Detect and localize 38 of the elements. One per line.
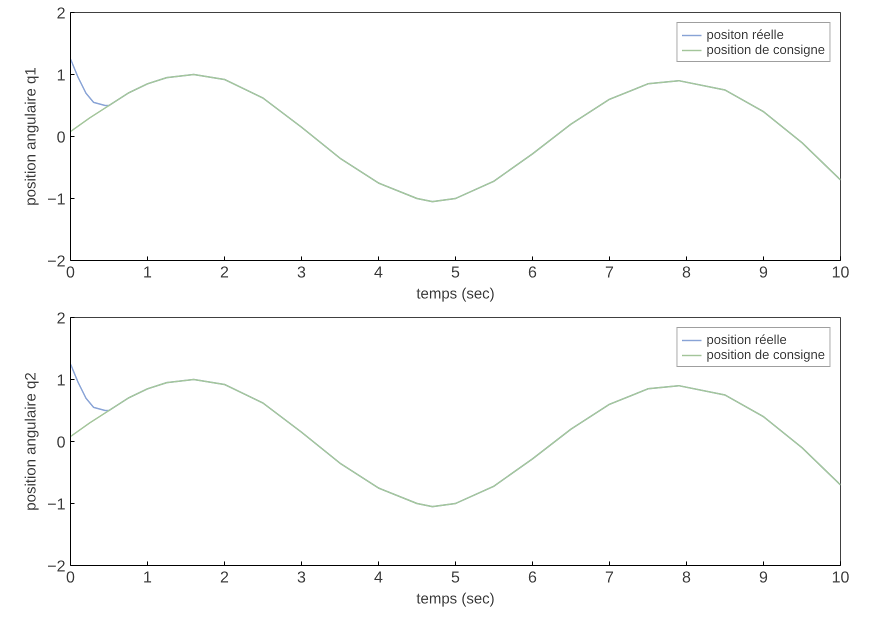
y-tick-label: 1 — [56, 68, 66, 84]
y-tick-label: 2 — [56, 6, 66, 22]
x-tick-label: 6 — [528, 570, 538, 586]
x-tick-label: 3 — [297, 570, 306, 586]
legend-label: position de consigne — [706, 347, 825, 362]
x-tick-label: 4 — [374, 264, 384, 282]
x-tick-label: 4 — [374, 570, 384, 586]
y-tick-label: −1 — [47, 496, 66, 514]
x-tick-label: 10 — [832, 264, 850, 282]
x-axis-title: temps (sec) — [416, 590, 495, 608]
x-tick-label: 9 — [759, 570, 768, 586]
y-tick-label: 1 — [56, 372, 66, 390]
x-tick-label: 5 — [451, 570, 460, 586]
x-tick-label: 8 — [682, 264, 692, 282]
legend-label: position réelle — [706, 332, 787, 347]
y-tick-label: 0 — [56, 434, 66, 452]
x-tick-label: 10 — [832, 570, 850, 586]
y-tick-label: 2 — [56, 310, 66, 328]
y-tick-label: −2 — [47, 558, 66, 576]
x-tick-label: 7 — [605, 264, 614, 282]
x-tick-label: 1 — [143, 264, 152, 282]
x-tick-label: 8 — [682, 570, 692, 586]
y-axis-title: position angulaire q2 — [22, 372, 40, 511]
y-tick-label: 0 — [56, 130, 66, 146]
x-tick-label: 2 — [220, 264, 230, 282]
y-tick-label: −2 — [47, 254, 66, 270]
x-tick-label: 5 — [451, 264, 460, 282]
x-tick-label: 1 — [143, 570, 152, 586]
legend-label: positon réelle — [706, 27, 784, 42]
x-tick-label: 9 — [759, 264, 768, 282]
x-tick-label: 2 — [220, 570, 230, 586]
x-axis-title: temps (sec) — [416, 286, 495, 302]
x-tick-label: 7 — [605, 570, 614, 586]
y-axis-title: position angulaire q1 — [22, 67, 40, 206]
x-tick-label: 3 — [297, 264, 306, 282]
legend-label: position de consigne — [706, 42, 825, 57]
x-tick-label: 6 — [528, 264, 538, 282]
y-tick-label: −1 — [47, 192, 66, 208]
